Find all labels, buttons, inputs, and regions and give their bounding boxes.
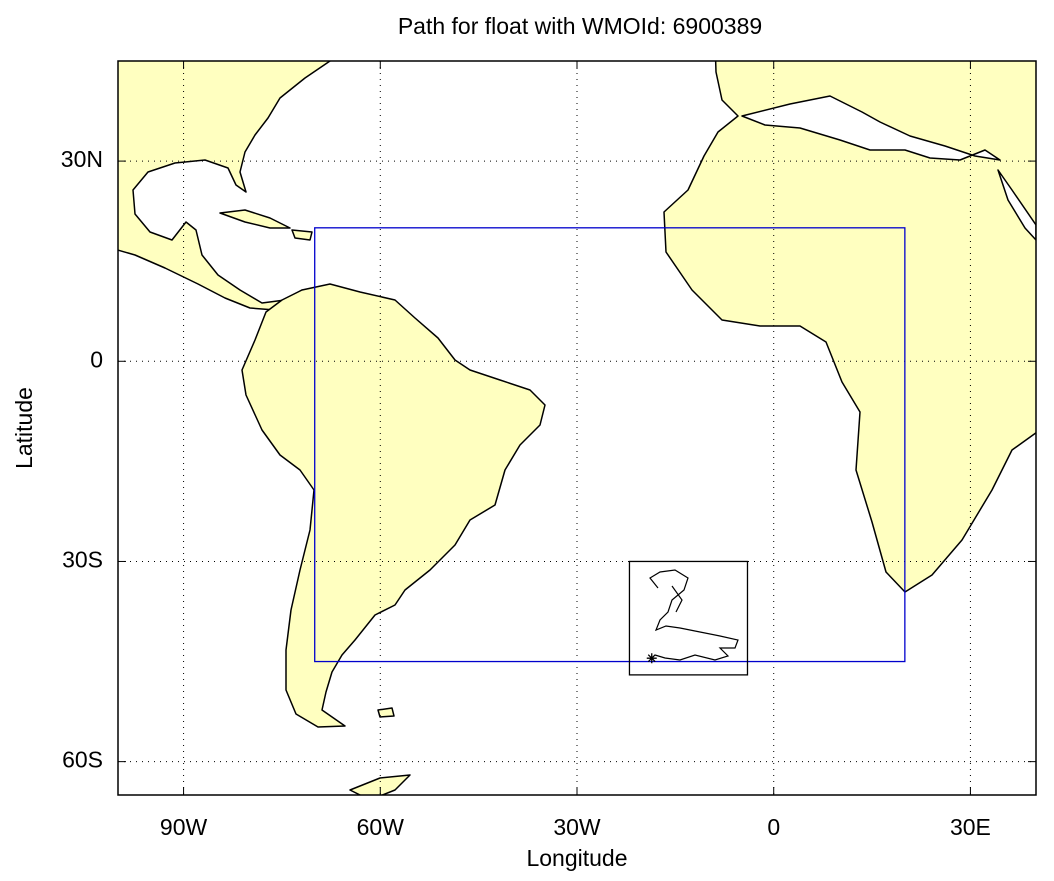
region-box <box>314 227 906 663</box>
antarctic-peninsula <box>349 774 411 795</box>
north-america <box>118 61 331 311</box>
float-path <box>649 569 739 661</box>
mediterranean <box>741 95 1001 161</box>
map-title: Path for float with WMOId: 6900389 <box>398 13 762 39</box>
region-box <box>628 560 749 676</box>
float-start-marker <box>646 653 657 664</box>
x-tick-label: 90W <box>160 814 208 840</box>
y-tick-label: 30N <box>61 146 103 172</box>
cuba <box>219 209 291 229</box>
hispaniola <box>291 229 313 241</box>
y-tick-label: 30S <box>62 547 103 573</box>
x-tick-label: 0 <box>767 814 780 840</box>
x-axis-label: Longitude <box>526 845 627 871</box>
south-america <box>241 283 546 728</box>
x-tick-label: 30E <box>950 814 991 840</box>
y-axis-label: Latitude <box>11 387 37 469</box>
y-tick-label: 0 <box>90 346 103 372</box>
red-sea <box>997 169 1036 241</box>
x-tick-label: 30W <box>553 814 601 840</box>
falklands <box>377 707 395 718</box>
y-tick-label: 60S <box>62 747 103 773</box>
coastlines <box>118 61 1036 795</box>
africa-europe <box>663 61 1036 593</box>
x-tick-label: 60W <box>357 814 405 840</box>
